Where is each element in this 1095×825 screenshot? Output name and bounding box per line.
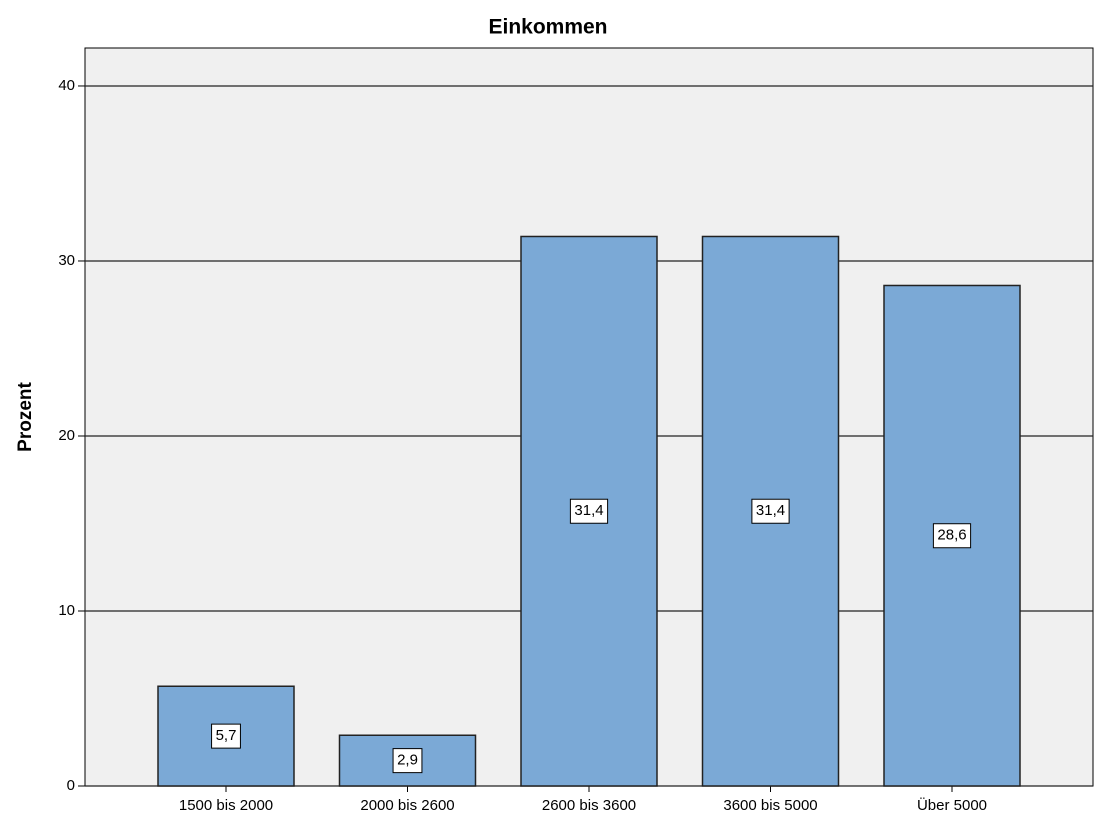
x-tick-label: 1500 bis 2000: [179, 797, 273, 814]
value-label: 31,4: [574, 502, 603, 519]
y-tick-label: 40: [58, 77, 75, 94]
value-label-box: [569, 498, 609, 524]
y-tick-label: 0: [67, 777, 75, 794]
value-label-box: [392, 748, 423, 774]
value-label-box: [751, 498, 790, 524]
y-tick-label: 20: [58, 427, 75, 444]
y-axis-label: Prozent: [15, 381, 36, 451]
y-tick-label: 30: [58, 252, 75, 269]
value-label-box: [932, 523, 972, 549]
value-label: 28,6: [937, 527, 966, 544]
x-tick-label: 2000 bis 2600: [360, 797, 454, 814]
value-label: 31,4: [756, 502, 785, 519]
value-label-box: [211, 723, 241, 749]
value-label: 5,7: [216, 727, 237, 744]
x-tick-label: 3600 bis 5000: [723, 797, 817, 814]
x-tick-label: Über 5000: [917, 796, 987, 814]
chart-title: Einkommen: [488, 16, 607, 39]
y-tick-label: 10: [58, 602, 75, 619]
x-tick-label: 2600 bis 3600: [542, 797, 636, 814]
value-label: 2,9: [397, 752, 418, 769]
